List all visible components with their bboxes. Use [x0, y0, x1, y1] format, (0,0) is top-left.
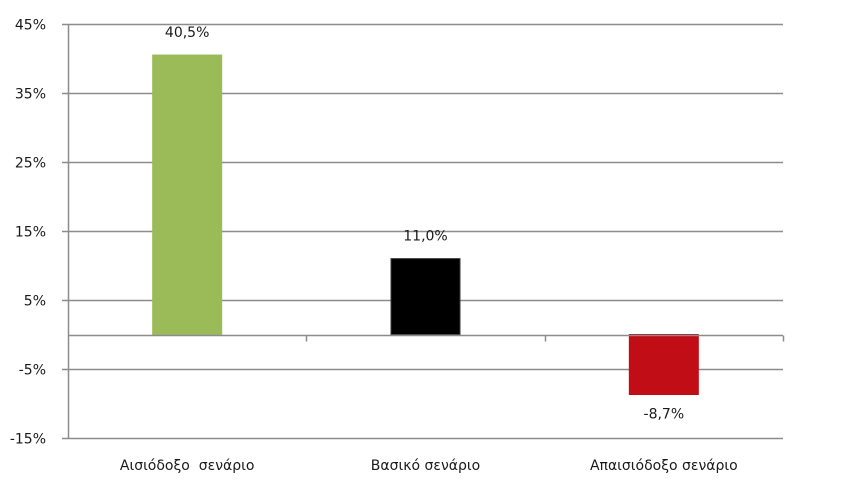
y-tick-label: -15% — [10, 432, 46, 448]
axes — [67, 24, 785, 438]
category-label: Βασικό σενάριο — [371, 458, 480, 474]
bar — [152, 54, 223, 336]
bar — [628, 334, 699, 396]
y-tick-label: 45% — [15, 18, 46, 34]
y-tick-label: 25% — [15, 156, 46, 172]
data-label: -8,7% — [644, 407, 685, 423]
data-label: 11,0% — [403, 229, 447, 245]
bar — [390, 258, 461, 336]
y-tick-label: -5% — [19, 363, 46, 379]
data-label: 40,5% — [165, 25, 209, 41]
category-label: Αισιόδοξο σενάριο — [120, 458, 255, 474]
y-tick-label: 35% — [15, 87, 46, 103]
y-tick-label: 5% — [24, 294, 46, 310]
y-tick-label: 15% — [15, 225, 46, 241]
data-labels: 40,5% 11,0% -8,7% — [165, 25, 684, 422]
bars — [152, 54, 699, 396]
y-axis-tick-labels: 45% 35% 25% 15% 5% -5% -15% — [10, 18, 46, 448]
x-axis-category-labels: Αισιόδοξο σενάριο Βασικό σενάριο Απαισιόδο… — [120, 458, 738, 474]
category-label: Απαισιόδοξο σενάριο — [590, 458, 738, 474]
